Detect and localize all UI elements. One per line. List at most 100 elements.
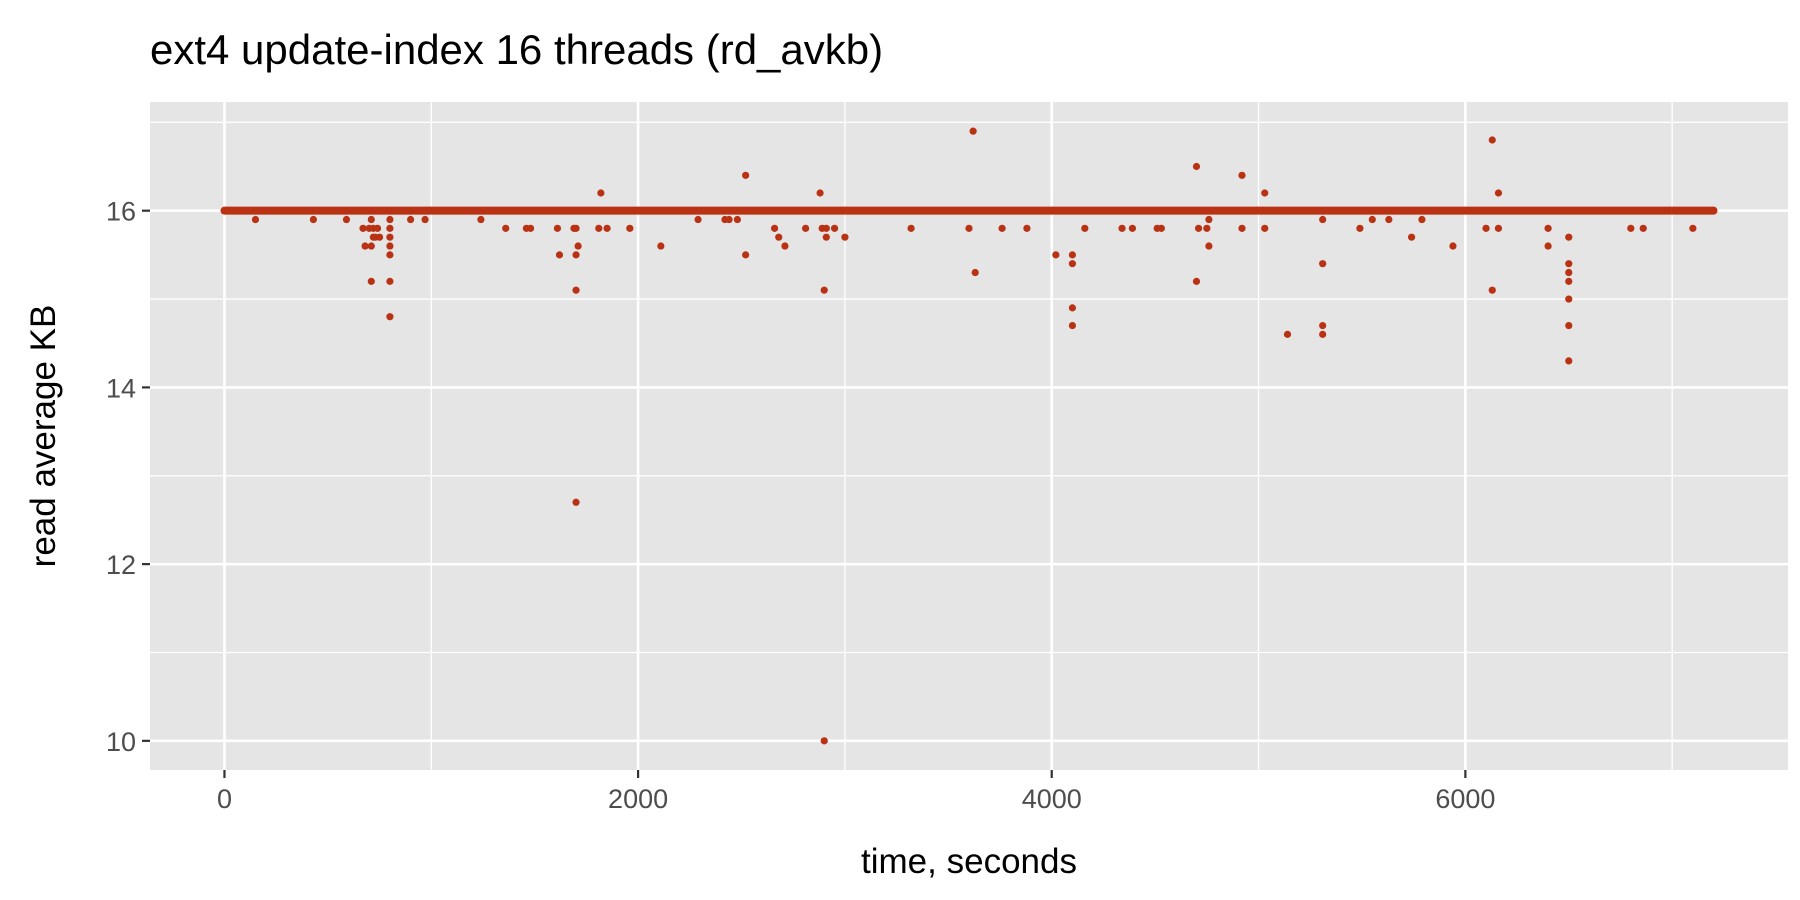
x-axis: 0 2000 4000 6000 <box>217 770 1495 814</box>
data-point <box>1494 189 1503 197</box>
data-series <box>220 127 1718 745</box>
y-axis-title: read average KB <box>24 305 63 568</box>
data-point <box>1356 224 1364 232</box>
data-point <box>406 215 415 224</box>
plot-panel <box>150 102 1788 770</box>
data-point <box>1565 268 1573 277</box>
data-point <box>775 233 783 241</box>
data-point <box>1627 224 1635 232</box>
data-point <box>1565 321 1573 330</box>
data-point <box>386 251 394 259</box>
data-point <box>816 189 824 197</box>
data-point <box>1319 330 1327 338</box>
x-tick-label: 6000 <box>1435 784 1495 814</box>
data-point <box>386 215 394 224</box>
data-point <box>477 215 485 224</box>
data-point <box>386 277 394 285</box>
data-point <box>1544 242 1552 250</box>
x-axis-title: time, seconds <box>861 842 1077 881</box>
data-point <box>770 224 779 232</box>
data-point <box>830 224 839 232</box>
data-point <box>1449 242 1457 250</box>
data-point <box>1319 321 1327 330</box>
data-point <box>572 498 580 506</box>
data-point <box>1689 224 1697 232</box>
data-point <box>1194 224 1203 232</box>
data-point <box>367 242 375 250</box>
data-point <box>1023 224 1031 232</box>
data-point <box>822 233 830 241</box>
data-point <box>421 215 429 224</box>
data-point <box>373 224 382 232</box>
data-point <box>1068 251 1077 259</box>
data-point <box>1319 260 1327 268</box>
data-point <box>802 224 810 232</box>
data-point <box>1205 215 1213 224</box>
data-point <box>1544 224 1552 232</box>
data-point <box>1192 277 1201 285</box>
data-point <box>1565 277 1573 285</box>
data-point <box>367 215 375 224</box>
data-point <box>342 215 351 224</box>
data-point <box>965 224 973 232</box>
data-point <box>555 251 564 259</box>
data-point <box>626 224 634 232</box>
data-point <box>367 277 375 285</box>
data-point <box>969 127 977 135</box>
data-point <box>1565 295 1573 303</box>
y-tick-label: 14 <box>106 373 136 403</box>
data-point <box>1565 233 1573 241</box>
x-tick-label: 2000 <box>608 784 668 814</box>
data-point <box>1488 286 1496 294</box>
data-point <box>725 215 733 224</box>
data-point <box>526 224 535 232</box>
data-point <box>386 313 394 321</box>
data-point <box>1205 242 1213 250</box>
data-point <box>572 286 580 294</box>
data-point <box>820 737 828 745</box>
data-point <box>572 224 580 232</box>
data-point <box>1368 215 1376 224</box>
data-point <box>1203 224 1211 232</box>
data-point <box>603 224 611 232</box>
x-tick-label: 4000 <box>1022 784 1082 814</box>
data-point <box>361 242 369 250</box>
data-point <box>1418 215 1426 224</box>
data-point <box>1482 224 1490 232</box>
data-point <box>386 233 394 241</box>
data-point <box>502 224 510 232</box>
data-point <box>1488 136 1496 144</box>
data-point <box>1407 233 1416 241</box>
data-point <box>733 215 741 224</box>
data-point <box>742 251 750 259</box>
data-point <box>1157 224 1165 232</box>
y-tick-label: 16 <box>106 197 136 227</box>
data-point <box>1118 224 1126 232</box>
data-point <box>998 224 1006 232</box>
data-point <box>971 268 979 277</box>
data-point <box>657 242 665 250</box>
data-point <box>742 171 750 179</box>
data-point <box>1052 251 1060 259</box>
data-point <box>1261 189 1269 197</box>
data-point <box>1385 215 1393 224</box>
y-axis: 10 12 14 16 <box>106 197 150 757</box>
data-point <box>574 242 582 250</box>
data-point <box>1068 304 1077 312</box>
data-point <box>694 215 702 224</box>
x-tick-label: 0 <box>217 784 232 814</box>
data-point <box>386 224 394 232</box>
data-point <box>1068 260 1077 268</box>
data-point <box>1238 224 1246 232</box>
data-point <box>1565 260 1573 268</box>
data-point <box>375 233 384 241</box>
data-point <box>1068 321 1077 330</box>
data-point <box>1494 224 1503 232</box>
data-point <box>1639 224 1647 232</box>
chart-title: ext4 update-index 16 threads (rd_avkb) <box>150 26 883 73</box>
data-point <box>1283 330 1292 338</box>
data-point <box>359 224 367 232</box>
data-point <box>1238 171 1246 179</box>
data-point <box>251 215 260 224</box>
